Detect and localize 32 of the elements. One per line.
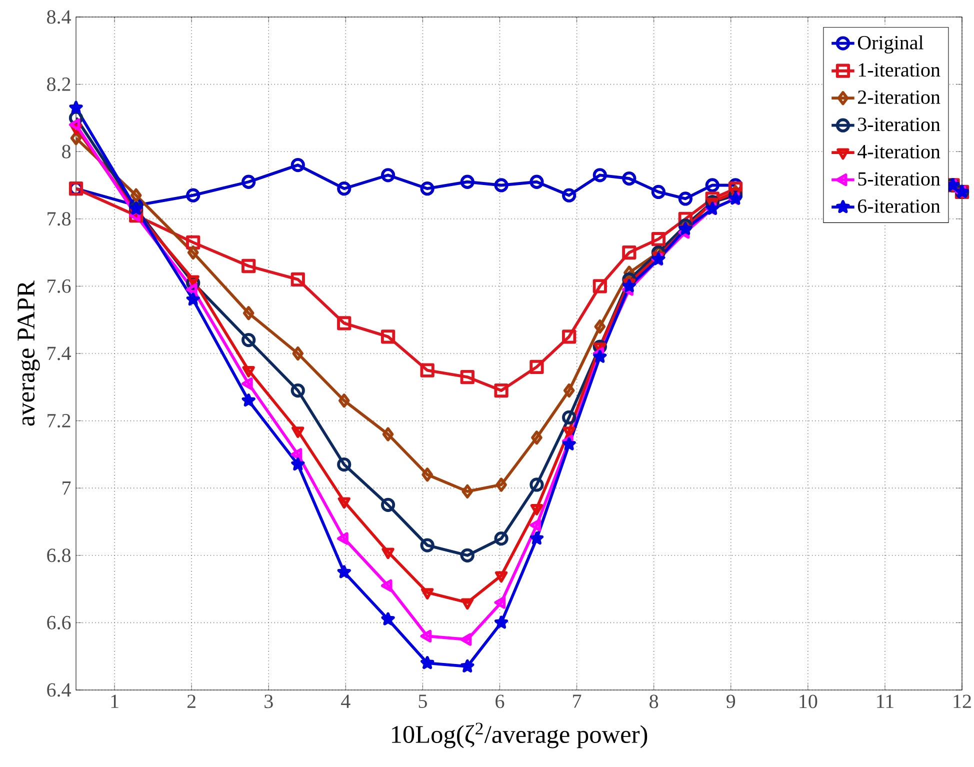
x-tick-label: 10 <box>800 694 818 708</box>
legend-label: 5-iteration <box>858 172 940 186</box>
y-tick-label: 6.6 <box>47 616 71 630</box>
x-axis-title: 10Log(ζ$^{2}$/average power) <box>392 722 648 748</box>
legend-label: Original <box>858 35 924 54</box>
y-tick-label: 8 <box>62 144 71 158</box>
legend-label: 1-iteration <box>858 63 940 77</box>
x-tick-label: 9 <box>726 694 736 708</box>
y-tick-label: 8.2 <box>47 78 70 92</box>
x-tick-label: 4 <box>341 694 350 708</box>
x-tick-label: 2 <box>187 694 196 708</box>
x-tick-label: 5 <box>418 694 427 708</box>
y-tick-label: 6.8 <box>47 548 71 562</box>
legend-label: 2-iteration <box>858 90 940 104</box>
x-tick-label: 8 <box>650 694 658 708</box>
y-tick-label: 6.4 <box>47 683 71 697</box>
x-tick-label: 6 <box>496 694 504 708</box>
legend-label: 3-iteration <box>858 118 940 132</box>
legend-label: 6-iteration <box>858 199 940 213</box>
x-tick-label: 1 <box>111 694 118 708</box>
y-tick-label: 7.4 <box>48 346 71 360</box>
x-tick-label: 12 <box>954 694 971 708</box>
legend-label: 4-iteration <box>858 144 940 158</box>
y-tick-label: 7.2 <box>48 414 70 428</box>
y-tick-label: 7 <box>62 482 71 495</box>
y-tick-label: 7.8 <box>48 212 71 226</box>
y-axis-title: average PAPR <box>18 280 40 426</box>
x-tick-label: 7 <box>573 694 582 708</box>
y-tick-label: 7.6 <box>48 279 71 293</box>
x-tick-label: 3 <box>264 694 273 708</box>
x-tick-label: 11 <box>877 694 894 708</box>
y-tick-label: 8.4 <box>47 10 71 24</box>
